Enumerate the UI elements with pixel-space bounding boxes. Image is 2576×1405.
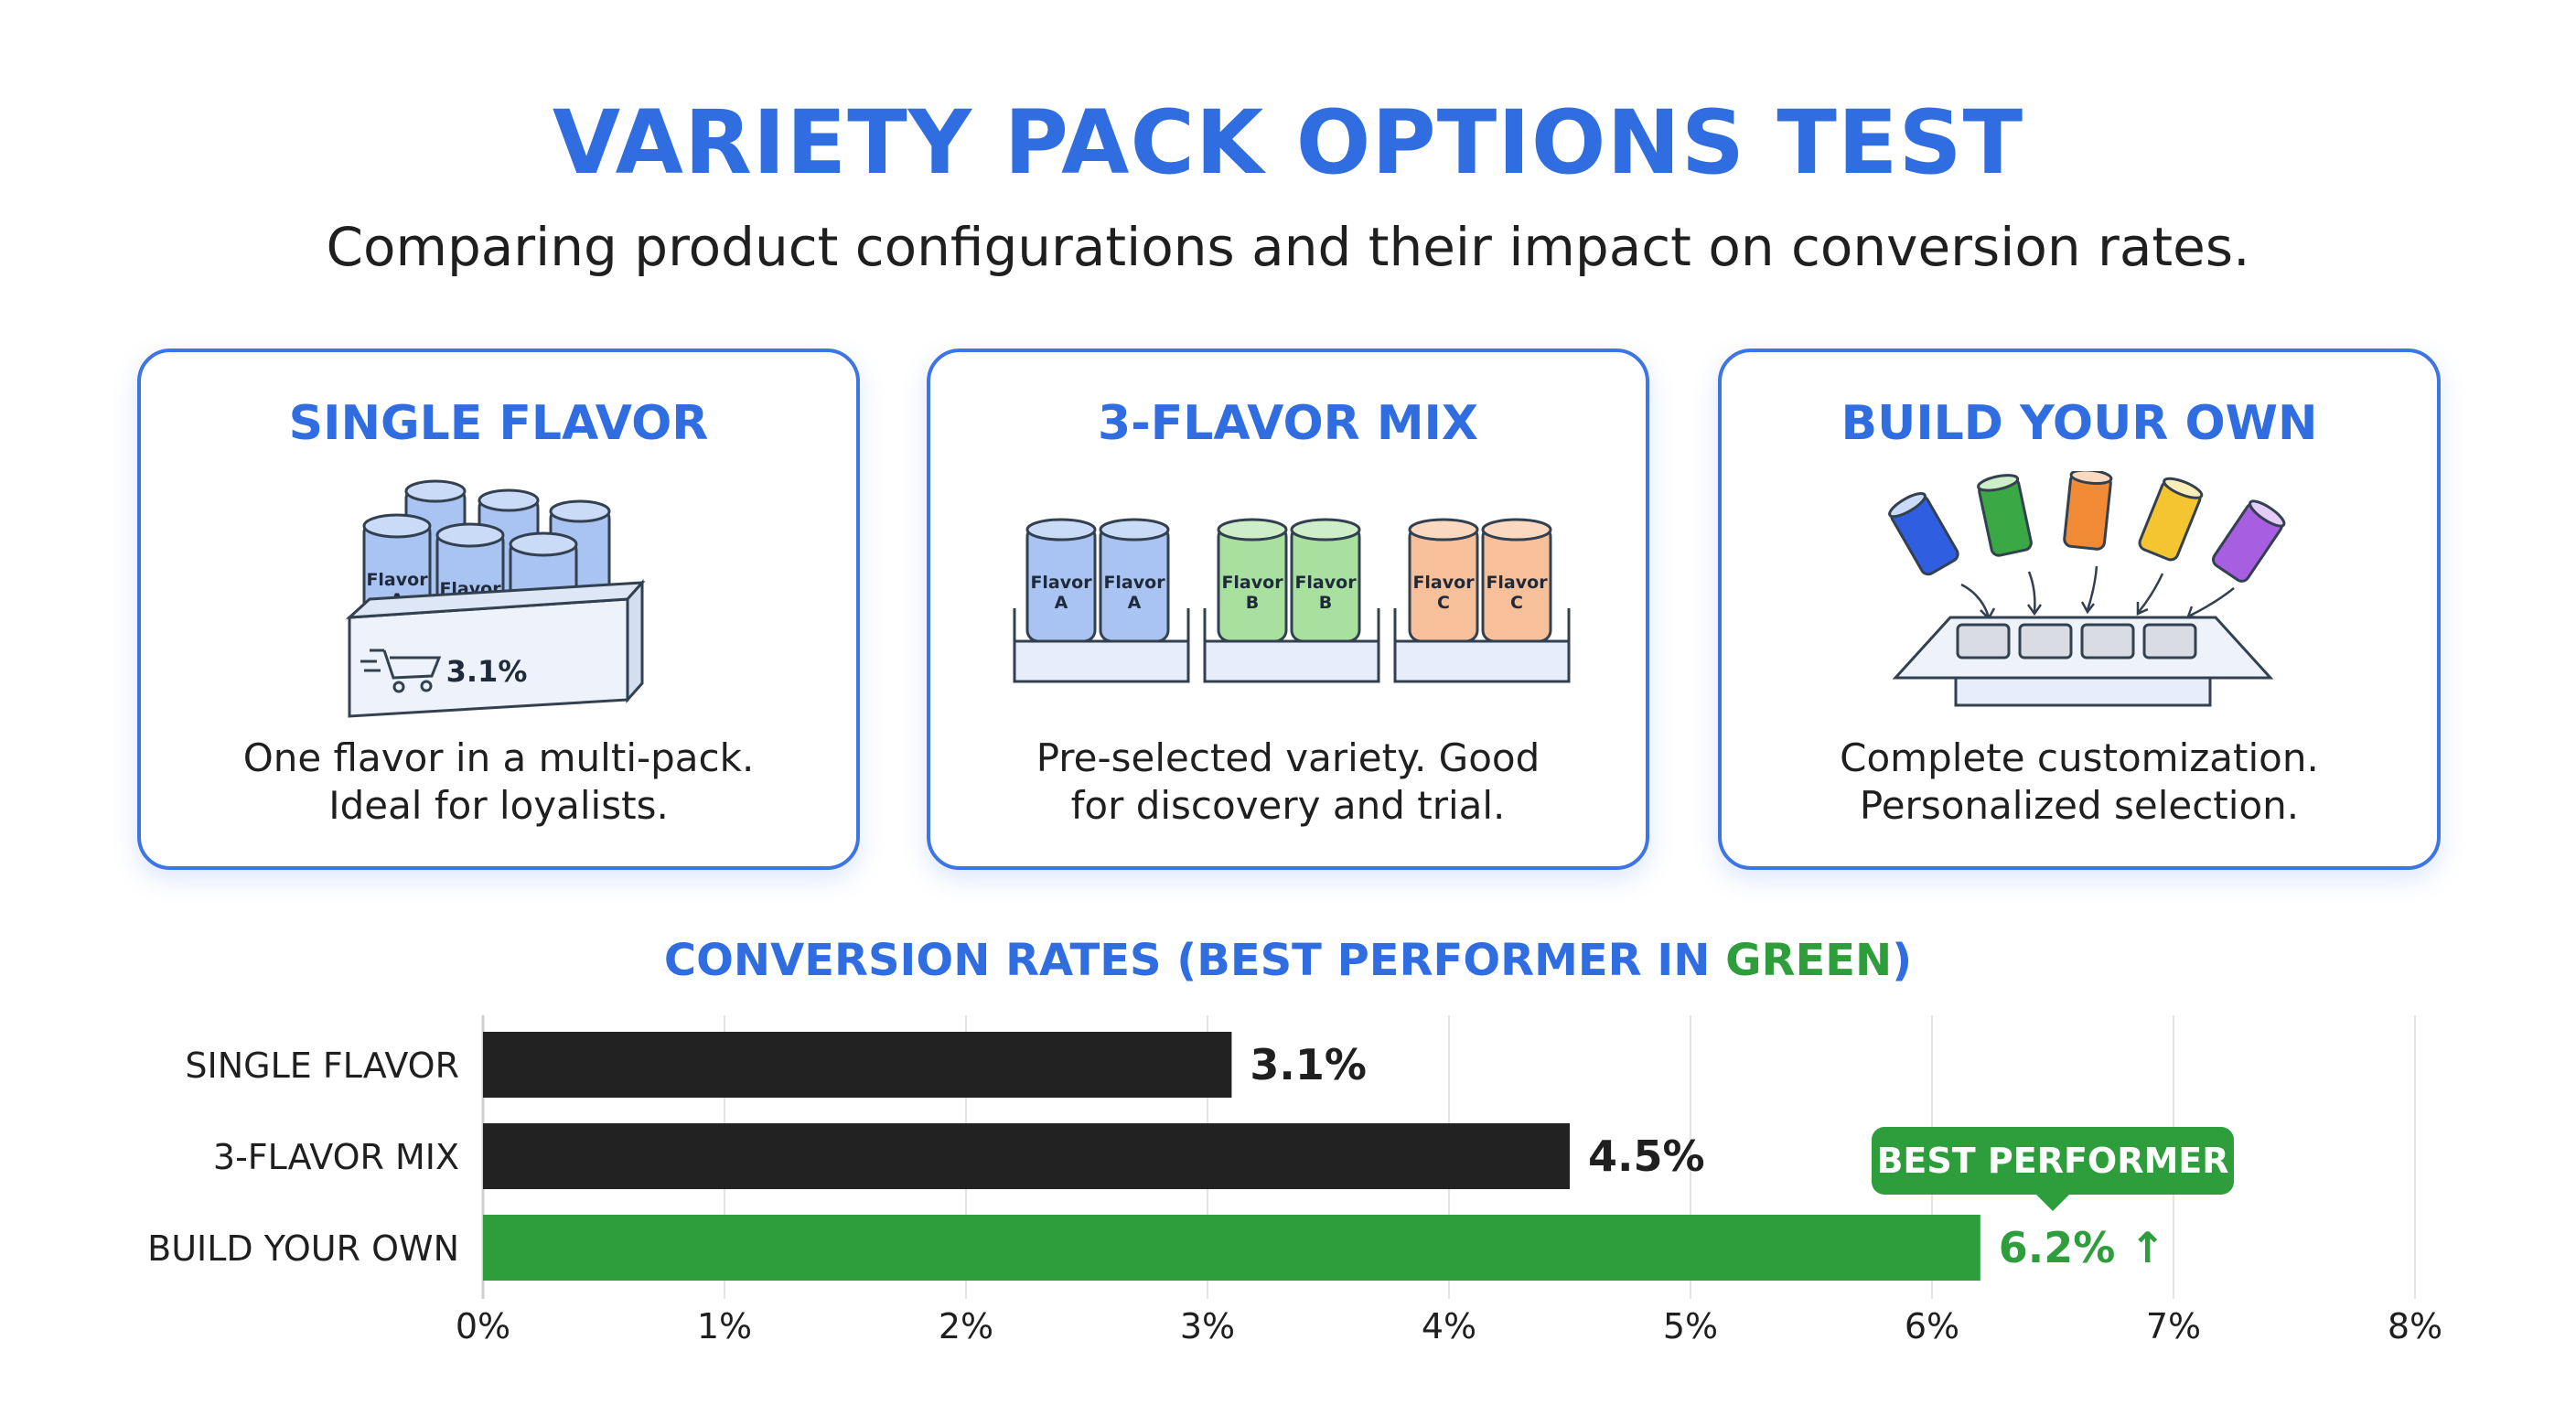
can-icon xyxy=(1025,518,1097,643)
bar xyxy=(483,1123,1570,1189)
bar-value-label: 6.2% ↑ xyxy=(1999,1223,2165,1272)
can-label: Flavor xyxy=(1486,573,1548,593)
can-icon xyxy=(1977,474,2033,557)
x-tick-label: 8% xyxy=(2388,1306,2442,1346)
category-label: SINGLE FLAVOR xyxy=(185,1046,459,1086)
best-performer-badge xyxy=(1872,1127,2234,1195)
chart-title: CONVERSION RATES (BEST PERFORMER IN GREE… xyxy=(663,935,1913,986)
can-label: Flavor xyxy=(1103,573,1165,593)
bar xyxy=(483,1215,1980,1281)
carton-box-icon xyxy=(345,579,646,718)
tray-icon xyxy=(1203,608,1380,683)
bar-value-label: 4.5% xyxy=(1588,1132,1705,1181)
x-tick-label: 0% xyxy=(456,1306,510,1346)
can-icon xyxy=(1290,518,1361,643)
can-label: Flavor xyxy=(1294,573,1357,593)
page-title: VARIETY PACK OPTIONS TEST xyxy=(552,91,2024,194)
card-title: BUILD YOUR OWN xyxy=(1841,396,2318,451)
bar-value-label: 3.1% xyxy=(1250,1040,1367,1089)
x-tick-label: 5% xyxy=(1663,1306,1718,1346)
can-icon xyxy=(1481,518,1552,643)
tray-icon xyxy=(1393,608,1571,683)
card-title: SINGLE FLAVOR xyxy=(288,396,709,451)
single-flavor-pack-illustration: Flavor A Flavor A 3.1% xyxy=(345,479,646,718)
3-flavor-mix-illustration: Flavor A Flavor A Flavor B Flavor B Flav… xyxy=(1013,518,1571,683)
can-label: Flavor xyxy=(366,570,428,590)
arrow-icons xyxy=(1960,565,2235,621)
x-tick-label: 4% xyxy=(1422,1306,1476,1346)
can-label: Flavor xyxy=(1030,573,1092,593)
card-description: Pre-selected variety. Good for discovery… xyxy=(1036,735,1540,828)
conversion-rate-bar-chart: 0% 1% 2% 3% 4% 5% 6% 7% 8% SINGLE FLAVOR 3.1% 3-FLA… xyxy=(147,1015,2442,1346)
can-icon xyxy=(2211,499,2286,583)
can-label: Flavor xyxy=(1412,573,1475,593)
x-tick-label: 1% xyxy=(697,1306,752,1346)
can-icon xyxy=(1888,492,1959,576)
can-icon xyxy=(2138,477,2204,562)
card-single-flavor: SINGLE FLAVOR Flavor A Flavor A xyxy=(137,349,860,870)
can-label: C xyxy=(1437,593,1450,613)
can-label: C xyxy=(1510,593,1523,613)
can-icon xyxy=(2063,471,2113,551)
x-tick-label: 2% xyxy=(939,1306,993,1346)
carton-box-icon xyxy=(1892,616,2274,707)
tray-icon xyxy=(1013,608,1190,683)
category-label: 3-FLAVOR MIX xyxy=(213,1137,459,1177)
x-tick-label: 6% xyxy=(1905,1306,1959,1346)
cart-icon xyxy=(360,649,442,693)
can-label: A xyxy=(1128,593,1142,613)
best-performer-label: BEST PERFORMER xyxy=(1876,1141,2228,1181)
card-3-flavor-mix: 3-FLAVOR MIX Flavor A Flavor A Flavor B … xyxy=(927,349,1649,870)
can-label: B xyxy=(1246,593,1259,613)
card-description: One flavor in a multi-pack. Ideal for lo… xyxy=(242,735,755,828)
best-performer-pointer xyxy=(2036,1195,2069,1211)
pack-badge: 3.1% xyxy=(446,654,528,689)
page-subtitle: Comparing product configurations and the… xyxy=(326,216,2250,278)
card-description: Complete customization. Personalized sel… xyxy=(1840,735,2319,828)
can-label: Flavor xyxy=(1221,573,1283,593)
bar xyxy=(483,1032,1232,1098)
x-tick-label: 7% xyxy=(2146,1306,2201,1346)
can-icon xyxy=(1408,518,1479,643)
can-label: B xyxy=(1319,593,1332,613)
card-title: 3-FLAVOR MIX xyxy=(1098,396,1478,451)
x-tick-label: 3% xyxy=(1180,1306,1235,1346)
category-label: BUILD YOUR OWN xyxy=(147,1228,459,1269)
card-build-your-own: BUILD YOUR OWN Complete customizati xyxy=(1718,349,2441,870)
build-your-own-illustration xyxy=(1888,471,2286,707)
can-label: A xyxy=(1055,593,1068,613)
